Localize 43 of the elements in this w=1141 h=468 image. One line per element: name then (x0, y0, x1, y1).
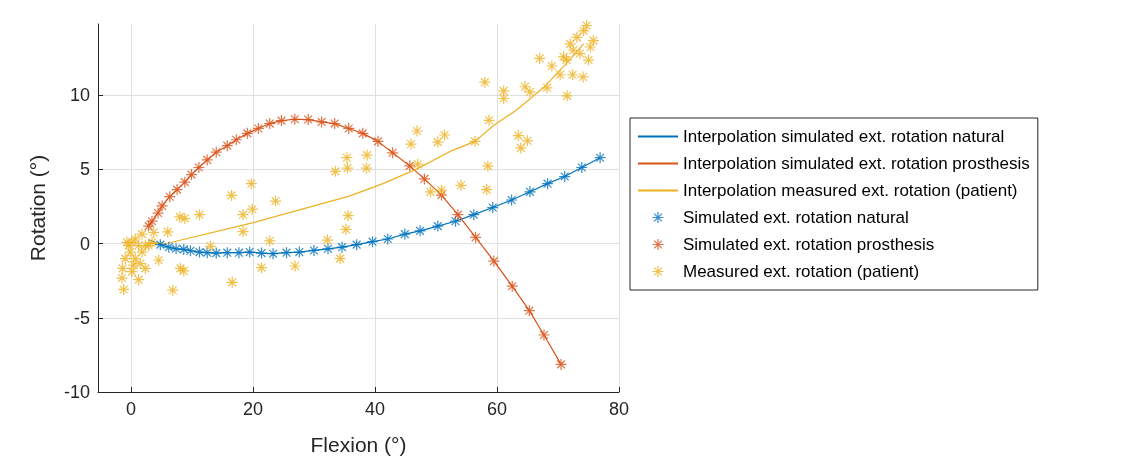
point (418, 173, 430, 185)
point (194, 246, 206, 258)
point (201, 154, 213, 166)
y-tick-label: 0 (79, 233, 90, 254)
y-axis-title: Rotation (°) (26, 154, 49, 262)
point (308, 244, 320, 256)
x-axis-title: Flexion (°) (310, 433, 407, 456)
point (432, 220, 444, 232)
point (146, 215, 158, 227)
y-tick-label: 10 (69, 85, 90, 106)
x-tick-label: 0 (125, 399, 136, 419)
legend-label: Interpolation simulated ext. rotation natural (683, 127, 1005, 146)
point (372, 135, 384, 147)
legend-label: Measured ext. rotation (patient) (683, 262, 920, 281)
point (267, 248, 279, 260)
point (152, 207, 164, 219)
legend-label: Simulated ext. rotation natural (683, 208, 909, 227)
point (506, 194, 518, 206)
x-tick-label: 80 (608, 399, 630, 419)
point (382, 233, 394, 245)
point (322, 243, 334, 255)
point (594, 152, 606, 164)
y-tick-label: -5 (73, 307, 90, 328)
y-tick-label: 5 (79, 159, 90, 180)
point (293, 246, 305, 258)
legend-label: Interpolation measured ext. rotation (patient) (683, 181, 1018, 200)
y-tick-label: -10 (63, 382, 90, 402)
x-tick-label: 60 (486, 399, 507, 419)
point (170, 243, 182, 255)
point (336, 241, 348, 253)
point (452, 209, 464, 221)
x-tick-label: 20 (242, 399, 263, 419)
point (524, 186, 536, 198)
point (488, 255, 500, 267)
legend-label: Interpolation simulated ext. rotation prosthesis (683, 154, 1030, 173)
x-tick-label: 40 (364, 399, 385, 419)
point (316, 116, 328, 128)
point (555, 358, 567, 370)
point (156, 200, 168, 212)
point (538, 329, 550, 341)
point (233, 247, 245, 259)
point (244, 246, 256, 258)
legend-label: Simulated ext. rotation prosthesis (683, 235, 935, 254)
